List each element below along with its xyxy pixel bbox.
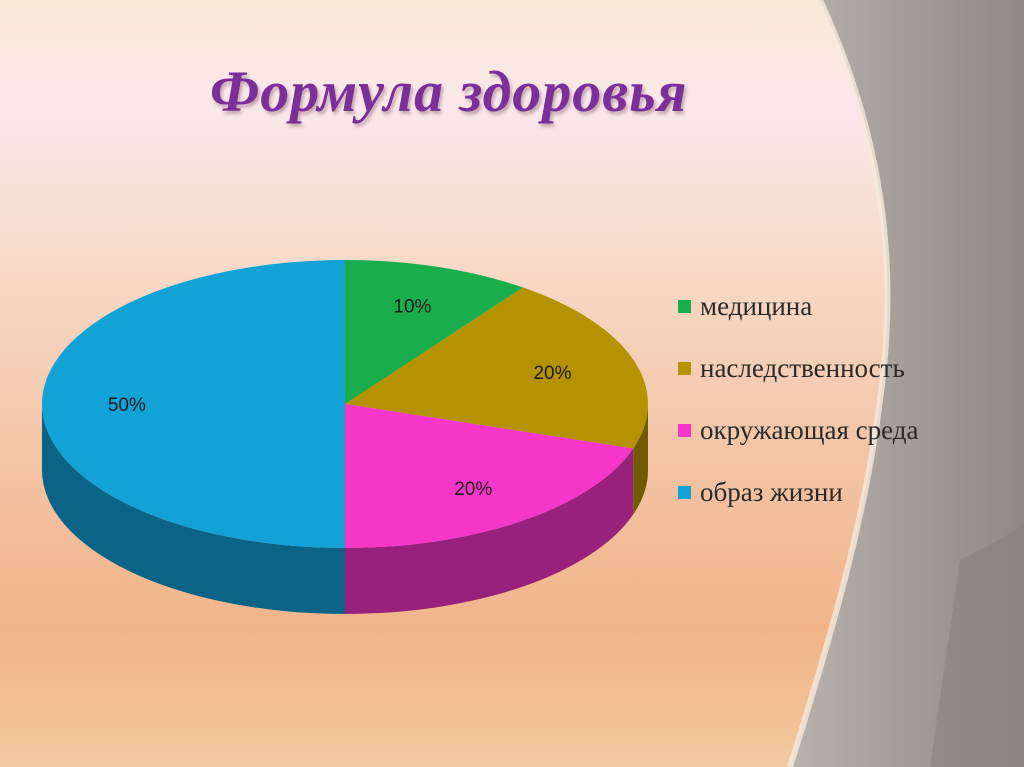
pie-slice-1 xyxy=(345,260,524,404)
legend-item-lifestyle: образ жизни xyxy=(678,476,998,508)
pie-slice-2 xyxy=(345,287,648,449)
pie-sides xyxy=(42,404,648,614)
pie-side-4 xyxy=(42,404,345,614)
legend-item-heredity: наследственность xyxy=(678,352,998,384)
pie-slice-3 xyxy=(345,404,634,548)
slide-title: Формула здоровья xyxy=(210,59,688,124)
legend-swatch xyxy=(678,485,691,499)
pie-data-labels: 10% 20% 20% 50% xyxy=(108,296,572,499)
legend-item-medicine: медицина xyxy=(678,290,998,322)
legend-label: медицина xyxy=(700,290,813,321)
legend-label: окружающая среда xyxy=(700,414,919,445)
pie-slice-4 xyxy=(42,260,345,548)
pie-data-label-3: 20% xyxy=(454,479,492,500)
legend-label: образ жизни xyxy=(700,476,843,507)
chart-legend: медицина наследственность окружающая сре… xyxy=(678,290,998,538)
pie-data-label-1: 10% xyxy=(393,296,431,317)
legend-swatch xyxy=(678,299,691,313)
pie-slices xyxy=(42,260,648,548)
legend-swatch xyxy=(678,361,691,375)
legend-swatch xyxy=(678,423,691,437)
decorative-arc-highlight xyxy=(787,0,891,767)
pie-data-label-2: 20% xyxy=(533,363,571,384)
decorative-arc-inner xyxy=(930,525,1024,767)
legend-item-environment: окружающая среда xyxy=(678,414,998,446)
pie-side-3 xyxy=(345,448,634,614)
legend-label: наследственность xyxy=(700,352,905,383)
pie-data-label-4: 50% xyxy=(108,395,146,416)
pie-side-2 xyxy=(633,404,648,515)
